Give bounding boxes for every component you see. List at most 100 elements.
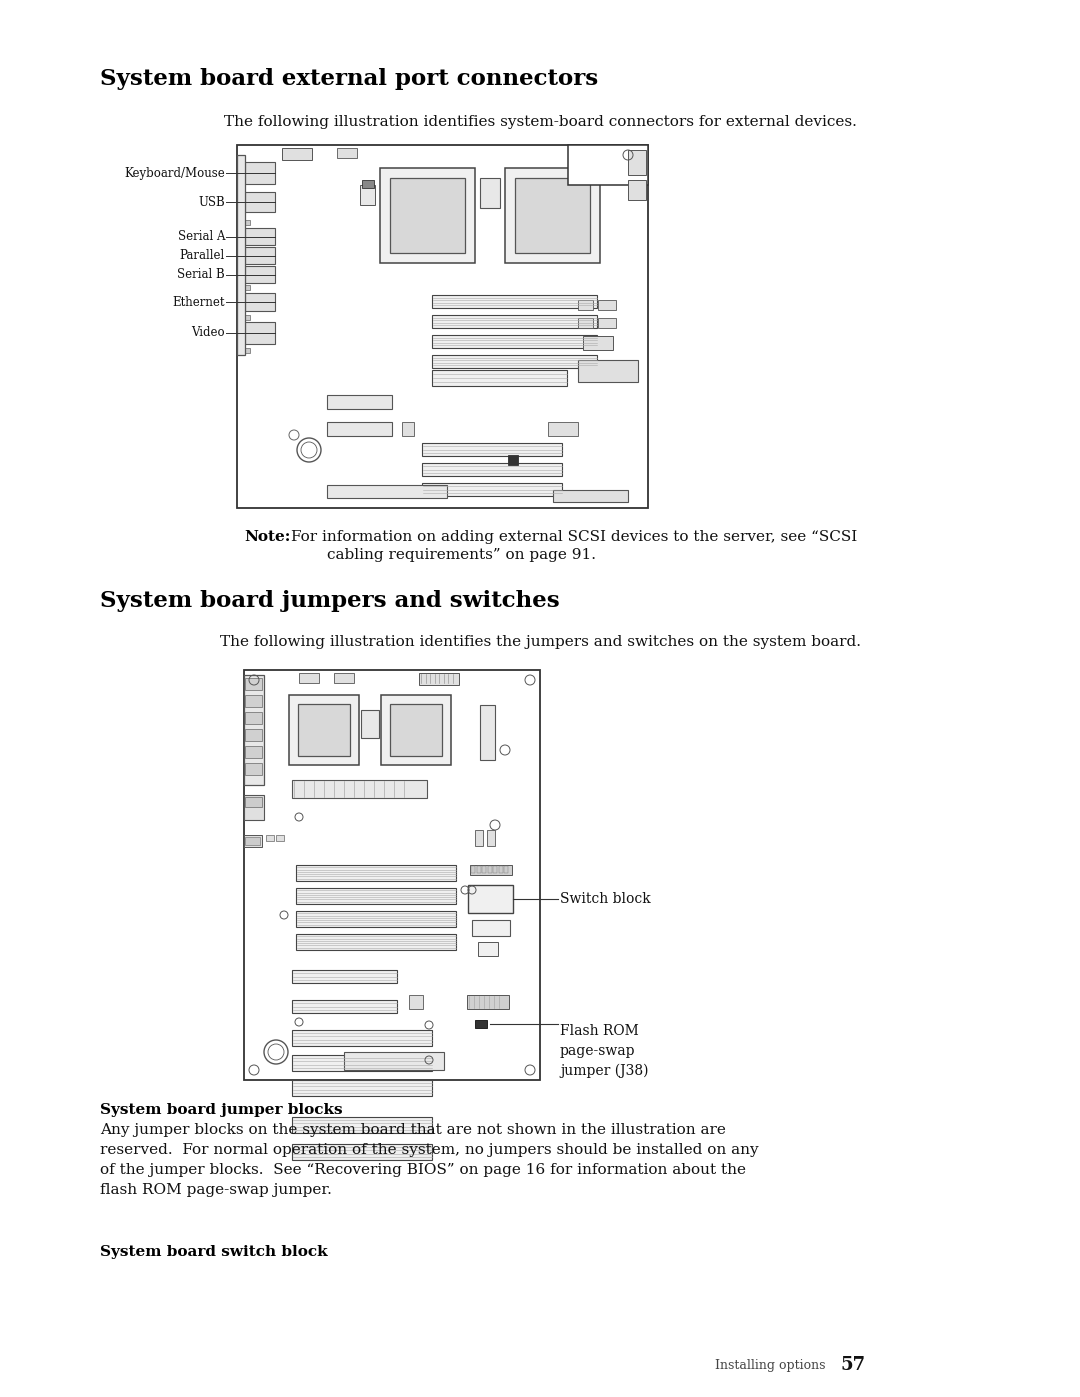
Bar bbox=[478, 942, 498, 956]
Bar bbox=[237, 145, 648, 509]
Bar bbox=[627, 149, 646, 175]
Bar bbox=[243, 219, 249, 225]
Bar bbox=[296, 935, 456, 950]
Text: Switch block: Switch block bbox=[561, 893, 651, 907]
Bar bbox=[276, 835, 284, 841]
Bar bbox=[245, 763, 262, 775]
Bar bbox=[499, 866, 502, 873]
Bar bbox=[380, 168, 475, 263]
Bar bbox=[244, 671, 540, 1080]
Bar bbox=[515, 177, 590, 253]
Bar bbox=[245, 162, 275, 184]
Bar bbox=[243, 285, 249, 291]
Text: Installing options: Installing options bbox=[715, 1358, 825, 1372]
Bar bbox=[245, 321, 275, 344]
Bar bbox=[243, 348, 249, 353]
Bar bbox=[361, 710, 379, 738]
Bar bbox=[296, 911, 456, 928]
Bar bbox=[245, 293, 275, 312]
Bar bbox=[292, 1055, 432, 1071]
Bar bbox=[553, 490, 627, 502]
Bar bbox=[245, 247, 275, 264]
Bar bbox=[244, 835, 262, 847]
Bar bbox=[598, 300, 616, 310]
Text: Ethernet: Ethernet bbox=[173, 296, 225, 309]
Bar bbox=[432, 335, 597, 348]
Bar bbox=[296, 888, 456, 904]
Bar bbox=[432, 295, 597, 307]
Bar bbox=[245, 678, 262, 690]
Text: 57: 57 bbox=[840, 1356, 865, 1375]
Bar bbox=[568, 148, 583, 158]
Text: cabling requirements” on page 91.: cabling requirements” on page 91. bbox=[327, 548, 596, 562]
Text: Note:: Note: bbox=[244, 529, 291, 543]
Bar bbox=[237, 155, 245, 355]
Bar bbox=[381, 694, 451, 766]
Bar bbox=[327, 485, 447, 497]
Bar bbox=[504, 866, 508, 873]
Text: System board external port connectors: System board external port connectors bbox=[100, 68, 598, 89]
Bar bbox=[362, 180, 374, 189]
Bar bbox=[266, 835, 274, 841]
Bar bbox=[468, 886, 513, 914]
Bar bbox=[593, 148, 608, 158]
Bar bbox=[578, 300, 593, 310]
Bar bbox=[432, 355, 597, 367]
Bar bbox=[292, 1000, 397, 1013]
Bar bbox=[487, 830, 495, 847]
Bar bbox=[475, 830, 483, 847]
Bar bbox=[292, 780, 427, 798]
Bar bbox=[337, 148, 357, 158]
Bar bbox=[245, 694, 262, 707]
Bar bbox=[467, 995, 509, 1009]
Bar bbox=[568, 145, 648, 184]
Text: USB: USB bbox=[199, 196, 225, 208]
Bar bbox=[472, 921, 510, 936]
Bar bbox=[402, 422, 414, 436]
Bar bbox=[598, 319, 616, 328]
Text: System board jumper blocks: System board jumper blocks bbox=[100, 1104, 342, 1118]
Bar bbox=[289, 694, 359, 766]
Bar bbox=[627, 180, 646, 200]
Bar bbox=[245, 746, 262, 759]
Text: Parallel: Parallel bbox=[179, 249, 225, 263]
Bar bbox=[345, 1052, 444, 1070]
Bar bbox=[334, 673, 354, 683]
Bar bbox=[327, 395, 392, 409]
Bar bbox=[422, 462, 562, 476]
Bar bbox=[480, 705, 495, 760]
Bar bbox=[471, 866, 475, 873]
Text: For information on adding external SCSI devices to the server, see “SCSI: For information on adding external SCSI … bbox=[291, 529, 858, 543]
Bar bbox=[292, 1080, 432, 1097]
Bar bbox=[432, 370, 567, 386]
Bar bbox=[245, 837, 260, 845]
Bar bbox=[282, 148, 312, 161]
Bar bbox=[292, 1118, 432, 1133]
Bar bbox=[505, 168, 600, 263]
Bar bbox=[298, 704, 350, 756]
Bar bbox=[548, 422, 578, 436]
Bar bbox=[492, 866, 497, 873]
Bar bbox=[422, 483, 562, 496]
Bar bbox=[245, 265, 275, 284]
Bar bbox=[578, 360, 638, 381]
Bar bbox=[245, 729, 262, 740]
Bar bbox=[245, 712, 262, 724]
Text: System board switch block: System board switch block bbox=[100, 1245, 327, 1259]
Text: The following illustration identifies the jumpers and switches on the system boa: The following illustration identifies th… bbox=[219, 636, 861, 650]
Bar bbox=[480, 177, 500, 208]
Text: Serial A: Serial A bbox=[177, 231, 225, 243]
Bar bbox=[292, 970, 397, 983]
Text: Video: Video bbox=[191, 327, 225, 339]
Bar bbox=[327, 422, 392, 436]
Bar bbox=[482, 866, 486, 873]
Text: Serial B: Serial B bbox=[177, 268, 225, 281]
Text: System board jumpers and switches: System board jumpers and switches bbox=[100, 590, 559, 612]
Bar bbox=[470, 865, 512, 875]
Bar bbox=[583, 337, 613, 351]
Bar bbox=[245, 191, 275, 212]
Bar bbox=[419, 673, 459, 685]
Bar bbox=[244, 675, 264, 785]
Bar bbox=[245, 798, 262, 807]
Bar bbox=[476, 866, 481, 873]
